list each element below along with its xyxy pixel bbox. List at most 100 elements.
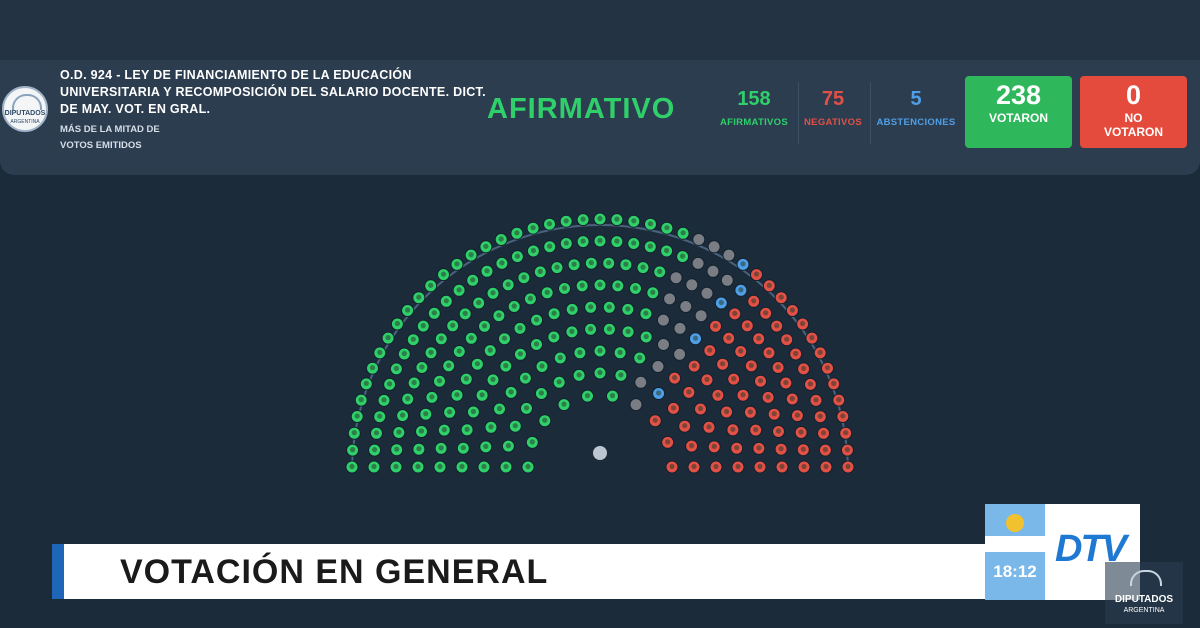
- seat-avatar-icon: [691, 463, 697, 470]
- clock-box: 18:12: [985, 504, 1045, 600]
- seat-avatar-icon: [809, 335, 815, 341]
- seat-avatar-icon: [418, 428, 425, 434]
- seat-absent: [694, 309, 708, 323]
- seat-avatar-icon: [680, 230, 686, 236]
- seat-absent: [679, 300, 693, 313]
- seat-avatar-icon: [525, 463, 531, 470]
- stat-abstenciones: 5 ABSTENCIONES: [876, 88, 956, 128]
- seat-absent: [700, 286, 714, 300]
- seat-avatar-icon: [697, 405, 704, 412]
- seat-avatar-icon: [800, 320, 806, 327]
- seat-avatar-icon: [647, 221, 654, 227]
- votaron-label: VOTARON: [988, 111, 1049, 125]
- seat-avatar-icon: [419, 364, 425, 370]
- seat-avatar-icon: [623, 261, 629, 267]
- seat-avatar-icon: [712, 323, 719, 329]
- divider: [870, 82, 871, 144]
- seat-avatar-icon: [606, 326, 612, 332]
- seat-avatar-icon: [844, 447, 850, 453]
- seat-avatar-icon: [609, 393, 616, 399]
- stat-afirmativos: 158 AFIRMATIVOS: [718, 88, 790, 128]
- seat-avatar-icon: [756, 335, 762, 341]
- seat-avatar-icon: [411, 379, 417, 386]
- seat-avatar-icon: [682, 423, 688, 429]
- seat-absent: [673, 321, 687, 335]
- seat-avatar-icon: [757, 463, 763, 470]
- seat-avatar-icon: [514, 230, 520, 236]
- seat-avatar-icon: [718, 299, 724, 306]
- seat-avatar-icon: [527, 295, 533, 301]
- corner-logo-name: DIPUTADOS: [1114, 594, 1174, 605]
- seat-avatar-icon: [843, 430, 849, 436]
- votaron-count: 238: [995, 80, 1042, 110]
- seat-avatar-icon: [580, 238, 586, 244]
- seat-avatar-icon: [496, 312, 502, 318]
- seat-absent: [707, 240, 721, 254]
- president-seat: [593, 446, 607, 460]
- seat-avatar-icon: [563, 240, 569, 246]
- president-seat-marker: [593, 446, 607, 460]
- seat-avatar-icon: [554, 264, 560, 270]
- seat-avatar-icon: [479, 392, 485, 398]
- seat-avatar-icon: [508, 389, 514, 395]
- seat-avatar-icon: [517, 325, 523, 331]
- seat-avatar-icon: [501, 335, 508, 341]
- seat-avatar-icon: [530, 247, 536, 254]
- no-votaron-label-2: VOTARON: [1103, 125, 1164, 139]
- seat-avatar-icon: [657, 268, 663, 274]
- seat-avatar-icon: [460, 445, 466, 451]
- seat-avatar-icon: [372, 447, 378, 453]
- seat-absent: [706, 264, 720, 278]
- seat-avatar-icon: [537, 268, 543, 274]
- seat-avatar-icon: [542, 417, 548, 423]
- seat-avatar-icon: [420, 323, 426, 329]
- seat-avatar-icon: [588, 326, 594, 332]
- seat-avatar-icon: [748, 362, 754, 368]
- bill-title-line-2: UNIVERSITARIA Y RECOMPOSICIÓN DEL SALARI…: [60, 85, 486, 99]
- majority-rule-line-2: VOTOS EMITIDOS: [60, 140, 142, 151]
- seat-avatar-icon: [481, 463, 487, 470]
- argentina-flag-icon: [1006, 514, 1024, 532]
- no-votaron-box: 0 NO VOTARON: [1080, 76, 1187, 148]
- seat-avatar-icon: [534, 317, 540, 323]
- seat-avatar-icon: [498, 236, 504, 242]
- seat-avatar-icon: [730, 426, 736, 432]
- seat-avatar-icon: [656, 390, 662, 396]
- seat-avatar-icon: [371, 463, 377, 470]
- seat-avatar-icon: [757, 378, 764, 384]
- seat-avatar-icon: [483, 243, 489, 249]
- seat-avatar-icon: [363, 380, 369, 386]
- seat-avatar-icon: [823, 463, 829, 470]
- seat-avatar-icon: [631, 218, 637, 224]
- seat-avatar-icon: [511, 303, 517, 309]
- congress-dome-icon: [1130, 570, 1162, 586]
- seat-avatar-icon: [351, 430, 357, 436]
- seat-avatar-icon: [394, 446, 400, 452]
- seat-avatar-icon: [689, 443, 695, 449]
- seat-avatar-icon: [720, 361, 726, 367]
- seat-avatar-icon: [686, 389, 692, 395]
- seat-avatar-icon: [416, 294, 422, 300]
- afirmativos-label: AFIRMATIVOS: [719, 117, 789, 128]
- seat-avatar-icon: [393, 463, 399, 470]
- stat-negativos: 75 NEGATIVOS: [802, 88, 864, 128]
- seat-avatar-icon: [514, 253, 520, 259]
- seat-avatar-icon: [490, 376, 496, 382]
- seat-avatar-icon: [561, 401, 567, 407]
- seat-avatar-icon: [405, 395, 411, 402]
- seat-avatar-icon: [824, 365, 831, 371]
- seat-avatar-icon: [569, 306, 575, 312]
- seat-avatar-icon: [840, 413, 846, 419]
- seat-avatar-icon: [579, 282, 585, 288]
- seat-avatar-icon: [454, 392, 460, 398]
- seat-avatar-icon: [454, 261, 460, 267]
- seat-avatar-icon: [669, 463, 675, 470]
- seat-avatar-icon: [765, 394, 771, 400]
- divider: [798, 82, 799, 144]
- logo-name: DIPUTADOS: [4, 110, 46, 117]
- seat-avatar-icon: [517, 351, 523, 357]
- seat-avatar-icon: [706, 424, 712, 430]
- seat-avatar-icon: [715, 392, 721, 398]
- seat-avatar-icon: [484, 268, 490, 274]
- seat-avatar-icon: [463, 376, 469, 382]
